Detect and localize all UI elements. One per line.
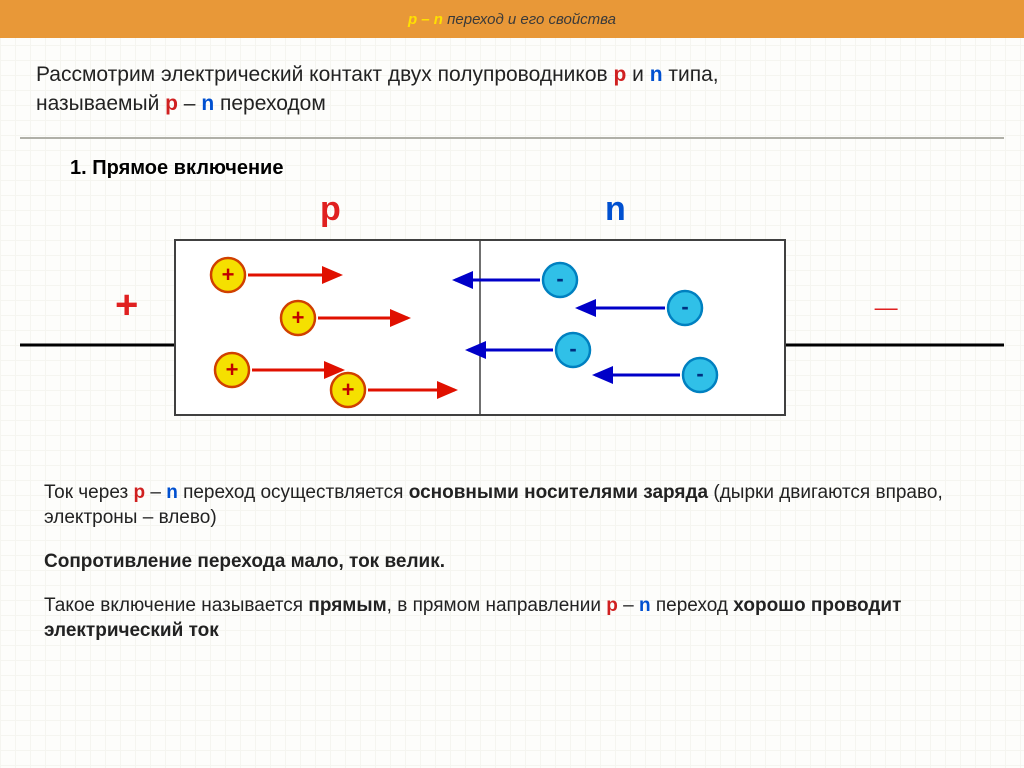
intro-text: Рассмотрим электрический контакт двух по… [0,38,1024,131]
intro-line2a: называемый [36,92,165,115]
svg-text:+: + [222,262,235,287]
intro-p2: p [165,92,178,115]
svg-text:-: - [696,361,703,386]
svg-text:p: p [320,190,341,228]
svg-text:-: - [556,266,563,291]
section-title: 1. Прямое включение [70,157,1024,180]
title-pn: p – n [408,11,443,28]
svg-text:+: + [342,377,355,402]
svg-text:+: + [292,305,305,330]
intro-p: p [614,63,627,86]
svg-text:n: n [605,190,626,228]
title-rest: переход и его свойства [443,11,616,28]
intro-line2b: переходом [214,92,326,115]
svg-text:+: + [115,283,138,327]
intro-and: и [626,63,649,86]
explanation-block: Ток через p – n переход осуществляется о… [0,450,1024,644]
diagram-svg: p n + _ + + + + - - - - [0,190,1024,450]
slide-title-bar: p – n переход и его свойства [0,0,1024,38]
svg-text:_: _ [874,270,898,314]
svg-text:-: - [569,336,576,361]
explain-p2: Сопротивление перехода мало, ток велик. [44,549,986,575]
pn-junction-diagram: p n + _ + + + + - - - - [0,190,1024,450]
intro-n: n [650,63,663,86]
explain-p1: Ток через p – n переход осуществляется о… [44,480,986,531]
intro-part1: Рассмотрим электрический контакт двух по… [36,63,614,86]
divider-line [20,137,1004,139]
intro-part2: типа, [663,63,719,86]
svg-text:+: + [226,357,239,382]
explain-p3: Такое включение называется прямым, в пря… [44,593,986,644]
intro-n2: n [201,92,214,115]
svg-text:-: - [681,294,688,319]
